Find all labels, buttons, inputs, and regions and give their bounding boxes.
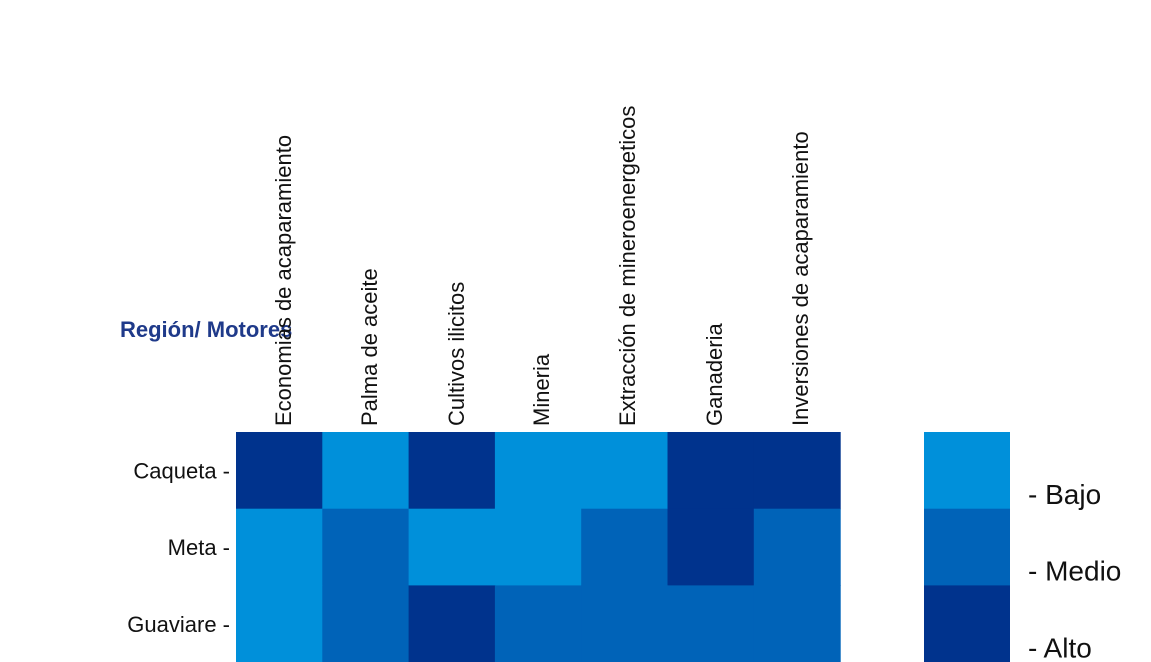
heatmap-cell-r2-c3 bbox=[494, 585, 582, 662]
heatmap-cell-r0-c1 bbox=[322, 432, 410, 510]
heatmap-cell-r1-c1 bbox=[322, 508, 410, 586]
heatmap-cell-r0-c5 bbox=[667, 432, 755, 510]
legend-label-2: - Alto bbox=[1028, 632, 1092, 662]
row-labels: Caqueta - Meta - Guaviare - bbox=[127, 458, 230, 636]
column-label-6: Inversiones de acaparamiento bbox=[788, 131, 813, 426]
heatmap-cell-r2-c1 bbox=[322, 585, 410, 662]
column-label-2: Cultivos ilicitos bbox=[444, 282, 469, 426]
heatmap-cell-r0-c0 bbox=[236, 432, 323, 510]
corner-title: Región/ Motores bbox=[120, 317, 292, 342]
column-label-5: Ganaderia bbox=[702, 322, 727, 426]
column-label-3: Mineria bbox=[529, 353, 554, 426]
column-label-4: Extracción de mineroenergeticos bbox=[615, 106, 640, 426]
heatmap-cell-r2-c2 bbox=[408, 585, 496, 662]
row-label-0: Caqueta - bbox=[133, 458, 230, 483]
heatmap-cell-r0-c3 bbox=[494, 432, 582, 510]
heatmap-cell-r1-c6 bbox=[753, 508, 841, 586]
heatmap-cell-r0-c4 bbox=[581, 432, 669, 510]
heatmap-cell-r1-c0 bbox=[236, 508, 323, 586]
heatmap-cell-r2-c6 bbox=[753, 585, 841, 662]
legend-swatch-2 bbox=[924, 585, 1010, 662]
heatmap-cells bbox=[236, 432, 841, 662]
column-label-0: Economias de acaparamiento bbox=[271, 135, 296, 426]
heatmap-cell-r1-c3 bbox=[494, 508, 582, 586]
heatmap-cell-r0-c6 bbox=[753, 432, 841, 510]
heatmap-cell-r0-c2 bbox=[408, 432, 496, 510]
heatmap-cell-r2-c0 bbox=[236, 585, 323, 662]
heatmap-cell-r1-c4 bbox=[581, 508, 669, 586]
column-label-1: Palma de aceite bbox=[357, 268, 382, 426]
legend-label-1: - Medio bbox=[1028, 556, 1121, 587]
legend-swatch-0 bbox=[924, 432, 1010, 510]
heatmap-cell-r1-c2 bbox=[408, 508, 496, 586]
row-label-2: Guaviare - bbox=[127, 612, 230, 637]
heatmap-cell-r1-c5 bbox=[667, 508, 755, 586]
legend-label-0: - Bajo bbox=[1028, 479, 1101, 510]
heatmap-cell-r2-c4 bbox=[581, 585, 669, 662]
heatmap-cell-r2-c5 bbox=[667, 585, 755, 662]
legend: - Bajo - Medio - Alto bbox=[924, 432, 1121, 662]
legend-swatch-1 bbox=[924, 508, 1010, 586]
column-labels: Economias de acaparamiento Palma de aceit… bbox=[271, 106, 813, 426]
row-label-1: Meta - bbox=[168, 535, 230, 560]
